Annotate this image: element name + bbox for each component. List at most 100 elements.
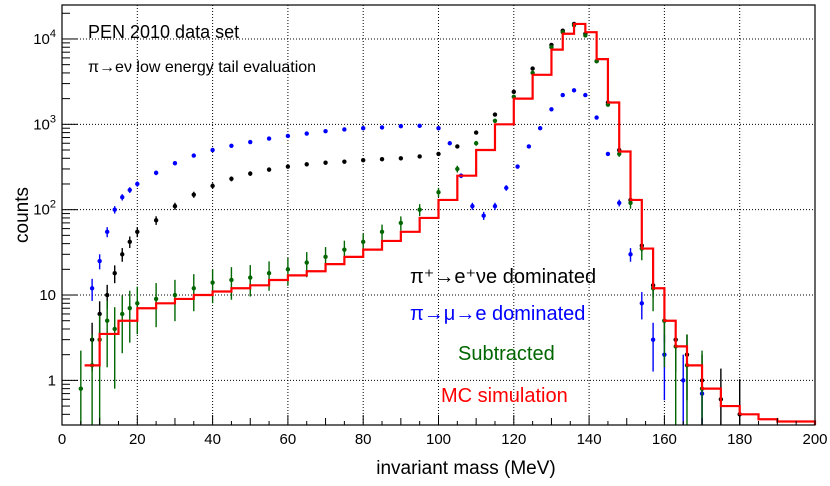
data-point [473, 141, 479, 146]
data-point [398, 220, 404, 226]
x-axis-title: invariant mass (MeV) [376, 458, 556, 479]
data-point [120, 252, 125, 257]
data-point [417, 207, 422, 212]
data-point [323, 160, 328, 165]
data-point [379, 229, 385, 235]
data-point [97, 258, 102, 264]
data-point [455, 144, 460, 149]
data-point [526, 144, 532, 149]
y-tick-label: 1 [48, 372, 56, 389]
data-point [515, 164, 520, 169]
data-point [583, 92, 588, 98]
data-point [583, 33, 588, 38]
y-tick-exponent: 3 [50, 113, 56, 125]
data-point [617, 200, 622, 206]
series-layer [78, 21, 817, 425]
data-point [104, 318, 110, 323]
y-axis-title: counts [12, 187, 33, 243]
data-point [304, 162, 309, 167]
data-point [481, 213, 486, 218]
x-tick-label: 60 [280, 431, 297, 448]
data-point [153, 218, 159, 223]
data-point [248, 171, 253, 176]
y-tick-base: 10 [33, 116, 50, 133]
data-point [120, 311, 125, 317]
data-point [639, 301, 645, 306]
data-point [285, 267, 291, 272]
data-point [191, 286, 196, 291]
data-point [571, 88, 577, 93]
data-point [89, 286, 95, 291]
data-point [172, 203, 178, 209]
data-point [511, 89, 516, 95]
mc-step-line [84, 22, 817, 425]
data-point [112, 326, 117, 332]
data-point [153, 170, 159, 176]
data-point [266, 167, 272, 172]
data-point [537, 126, 543, 131]
data-point [417, 123, 422, 129]
data-point [229, 176, 234, 181]
x-tick-label: 0 [58, 431, 66, 448]
data-point [112, 207, 117, 212]
data-point [304, 131, 309, 136]
data-point [447, 141, 452, 146]
data-point [417, 154, 422, 159]
data-point [248, 275, 253, 280]
data-point [470, 203, 475, 209]
x-tick-label: 200 [802, 431, 827, 448]
data-point [104, 292, 110, 298]
series-MC simulation [84, 22, 817, 425]
x-tick-label: 180 [727, 431, 752, 448]
data-point [628, 200, 633, 206]
data-point [594, 115, 599, 120]
data-point [681, 378, 686, 383]
y-tick-exponent: 2 [50, 199, 56, 211]
x-tick-label: 20 [129, 431, 146, 448]
y-tick-base: 10 [33, 31, 50, 48]
y-tick-label: 102 [33, 199, 56, 219]
legend-label-subtracted: Subtracted [458, 343, 555, 365]
data-point [323, 254, 328, 260]
data-point [504, 185, 509, 191]
data-point [492, 112, 498, 117]
data-point [530, 66, 535, 71]
data-point [436, 190, 441, 195]
data-point [285, 133, 291, 139]
data-point [191, 153, 196, 158]
data-point [104, 229, 110, 235]
x-tick-label: 40 [204, 431, 221, 448]
x-tick-label: 140 [577, 431, 602, 448]
data-point [342, 127, 347, 132]
data-point [455, 166, 460, 172]
data-point [361, 126, 366, 131]
data-point [605, 151, 611, 157]
data-point [342, 247, 347, 252]
data-point [617, 151, 622, 157]
x-tick-label: 80 [355, 431, 372, 448]
data-point [127, 306, 132, 311]
data-point [560, 92, 565, 98]
legend-label-mc: MC simulation [441, 385, 568, 407]
data-point [191, 192, 196, 197]
data-point [135, 181, 140, 187]
data-point [172, 292, 178, 298]
chart-subtitle: π→eν low energy tail evaluation [88, 59, 316, 76]
data-point [361, 239, 366, 245]
legend-label-mue: π→μ→e dominated [410, 303, 585, 325]
data-point [127, 239, 132, 245]
data-point [78, 386, 84, 391]
data-point [229, 143, 234, 149]
data-point [342, 159, 347, 164]
data-point [135, 229, 140, 235]
data-point [97, 311, 102, 317]
data-point [323, 129, 328, 134]
data-point [112, 271, 117, 276]
data-point [436, 151, 441, 157]
data-point [127, 187, 132, 193]
x-tick-label: 100 [426, 431, 451, 448]
x-tick-label: 120 [501, 431, 526, 448]
y-tick-base: 10 [33, 202, 50, 219]
